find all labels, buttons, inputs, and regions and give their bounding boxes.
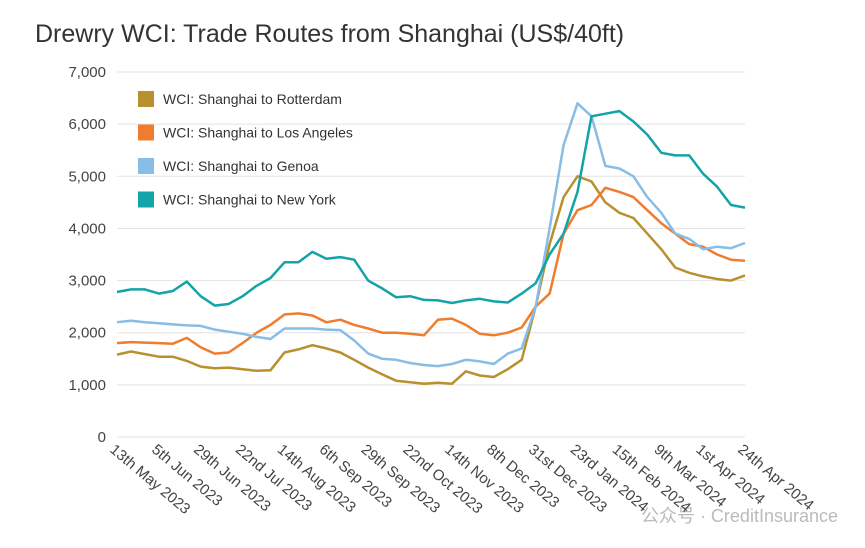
y-tick-label: 1,000 xyxy=(68,377,106,394)
y-tick-label: 5,000 xyxy=(68,168,106,185)
legend-swatch xyxy=(138,124,154,141)
series-line xyxy=(116,109,746,307)
legend-swatch xyxy=(138,158,154,174)
legend-swatch xyxy=(138,91,154,107)
y-tick-label: 2,000 xyxy=(68,325,106,342)
series-line xyxy=(116,102,746,368)
y-tick-label: 0 xyxy=(98,429,106,446)
legend-label: WCI: Shanghai to Los Angeles xyxy=(163,125,353,141)
watermark: 公众号 · CreditInsurance xyxy=(641,506,838,526)
y-tick-label: 6,000 xyxy=(68,116,106,133)
y-tick-label: 3,000 xyxy=(68,273,106,290)
legend-swatch xyxy=(138,191,154,208)
series-line xyxy=(116,186,746,355)
y-tick-label: 7,000 xyxy=(68,64,106,81)
series-line xyxy=(116,175,746,386)
y-tick-label: 4,000 xyxy=(68,220,106,237)
legend-label: WCI: Shanghai to New York xyxy=(163,192,337,208)
chart-title: Drewry WCI: Trade Routes from Shanghai (… xyxy=(35,20,624,48)
legend-label: WCI: Shanghai to Genoa xyxy=(163,158,319,174)
legend-label: WCI: Shanghai to Rotterdam xyxy=(163,91,342,107)
